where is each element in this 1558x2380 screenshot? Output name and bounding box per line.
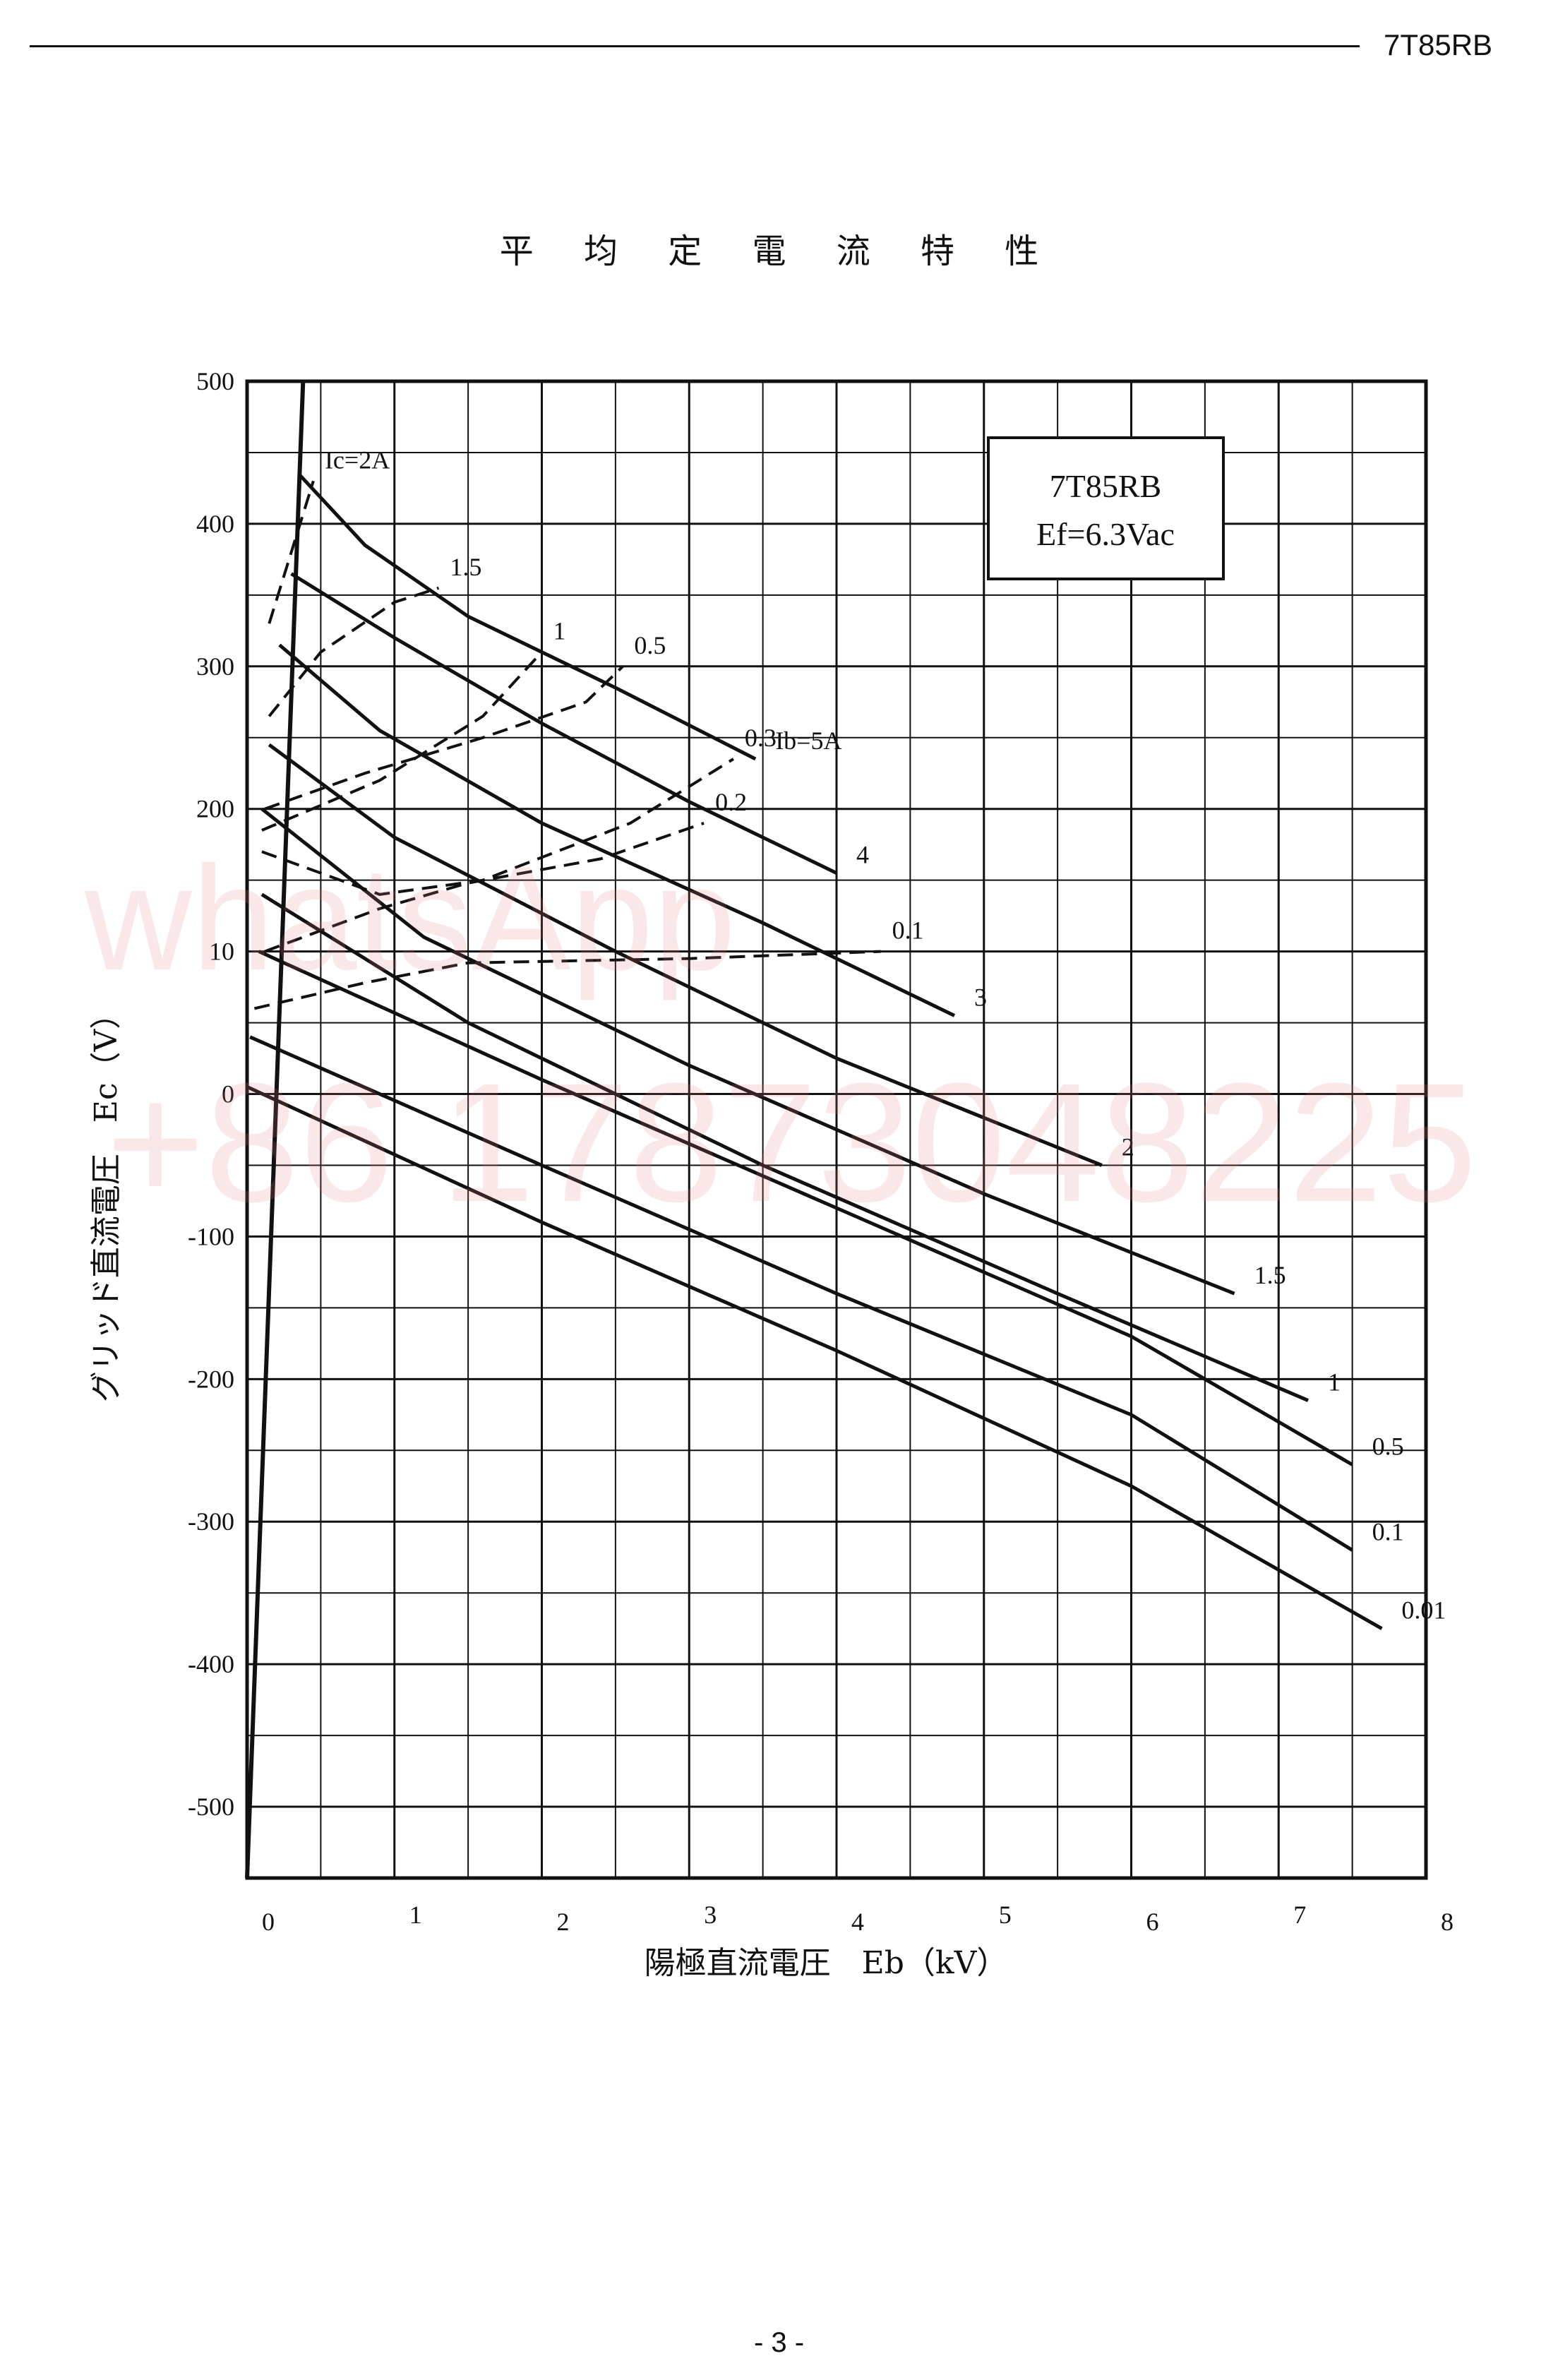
x-tick-label: 8	[1441, 1908, 1454, 1936]
boundary-line-segment	[245, 381, 306, 1879]
y-tick-label: 500	[196, 367, 234, 395]
page-number: - 3 -	[753, 2327, 805, 2358]
grid-current-curve	[268, 480, 315, 624]
anode-current-curves	[246, 472, 1383, 1630]
grid-curve-label: 0.2	[715, 788, 747, 816]
grid-curve-label: Ic=2A	[325, 445, 390, 474]
anode-current-curve	[268, 743, 1103, 1167]
grid-current-curve	[264, 822, 705, 953]
y-tick-label: -100	[188, 1222, 234, 1250]
grid-lines	[245, 379, 1428, 1880]
y-tick-label: 400	[196, 510, 234, 538]
grid-curve-label: 0.5	[634, 631, 666, 659]
y-tick-label: 300	[196, 652, 234, 681]
info-box-model: 7T85RB	[1050, 468, 1161, 504]
x-tick-label: 5	[999, 1901, 1012, 1929]
anode-current-curve	[249, 1035, 1353, 1552]
grid-curve-label: 0.3	[745, 724, 777, 752]
x-axis-title: 陽極直流電圧 Eb（kV）	[645, 1945, 1008, 1981]
anode-current-curve	[260, 892, 1309, 1402]
anode-current-curve	[258, 950, 1353, 1466]
info-box	[987, 436, 1225, 580]
y-tick-label: 0	[222, 1080, 234, 1108]
grid-current-curve	[253, 950, 881, 1010]
anode-curve-label: Ib=5A	[775, 726, 841, 755]
anode-current-curve	[297, 472, 757, 761]
x-tick-label: 7	[1293, 1901, 1306, 1929]
x-tick-label: 3	[704, 1901, 717, 1929]
anode-curve-label: 1.5	[1254, 1261, 1286, 1289]
anode-current-curve	[246, 1085, 1383, 1630]
grid-current-curve	[261, 651, 543, 832]
curve-labels: Ib=5A 4 3 2 1.5 1 0.5 0.1 0.01 Ic=2A 1.5 1 0.5 0.3 0.2…	[325, 445, 1446, 1624]
y-axis-title: グリッド直流電圧 Ec（V）	[88, 998, 124, 1403]
x-tick-label: 0	[262, 1908, 275, 1936]
anode-curve-label: 4	[856, 841, 869, 869]
grid-current-curve	[261, 758, 734, 896]
plot-frame	[245, 379, 1428, 1880]
y-tick-label: -300	[188, 1507, 234, 1536]
anode-curve-label: 0.1	[1372, 1518, 1404, 1546]
grid-current-curve	[264, 665, 624, 811]
header-rule	[30, 45, 1360, 47]
grid-curve-label: 1	[553, 617, 566, 645]
document-id: 7T85RB	[1384, 28, 1493, 61]
info-box-filament: Ef=6.3Vac	[1036, 516, 1175, 552]
anode-current-curve	[260, 807, 1235, 1296]
x-tick-label: 6	[1146, 1908, 1159, 1936]
boundary-line	[245, 381, 306, 1879]
anode-curve-label: 2	[1122, 1132, 1134, 1161]
anode-current-curve	[290, 572, 838, 875]
y-tick-label: -200	[188, 1365, 234, 1393]
grid-curve-label: 0.1	[892, 916, 924, 945]
y-tick-label: 10	[209, 938, 234, 966]
anode-curve-label: 3	[974, 983, 987, 1011]
anode-curve-label: 0.01	[1401, 1596, 1446, 1625]
y-tick-label: -500	[188, 1793, 234, 1821]
y-tick-label: 200	[196, 795, 234, 823]
x-tick-label: 4	[851, 1908, 864, 1936]
anode-curve-label: 1	[1328, 1368, 1341, 1397]
chart-title: 平 均 定 電 流 特 性	[499, 232, 1059, 271]
y-tick-label: -400	[188, 1650, 234, 1678]
x-tick-label: 1	[409, 1901, 422, 1929]
grid-current-curves	[253, 480, 881, 1010]
grid-current-curve	[268, 586, 440, 717]
grid-curve-label: 1.5	[450, 553, 481, 581]
axis-ticks: 0 1 2 3 4 5 6 7 8500400300200100-100-200-300-400…	[188, 367, 1454, 1936]
anode-curve-label: 0.5	[1372, 1432, 1404, 1460]
x-tick-label: 2	[557, 1908, 570, 1936]
